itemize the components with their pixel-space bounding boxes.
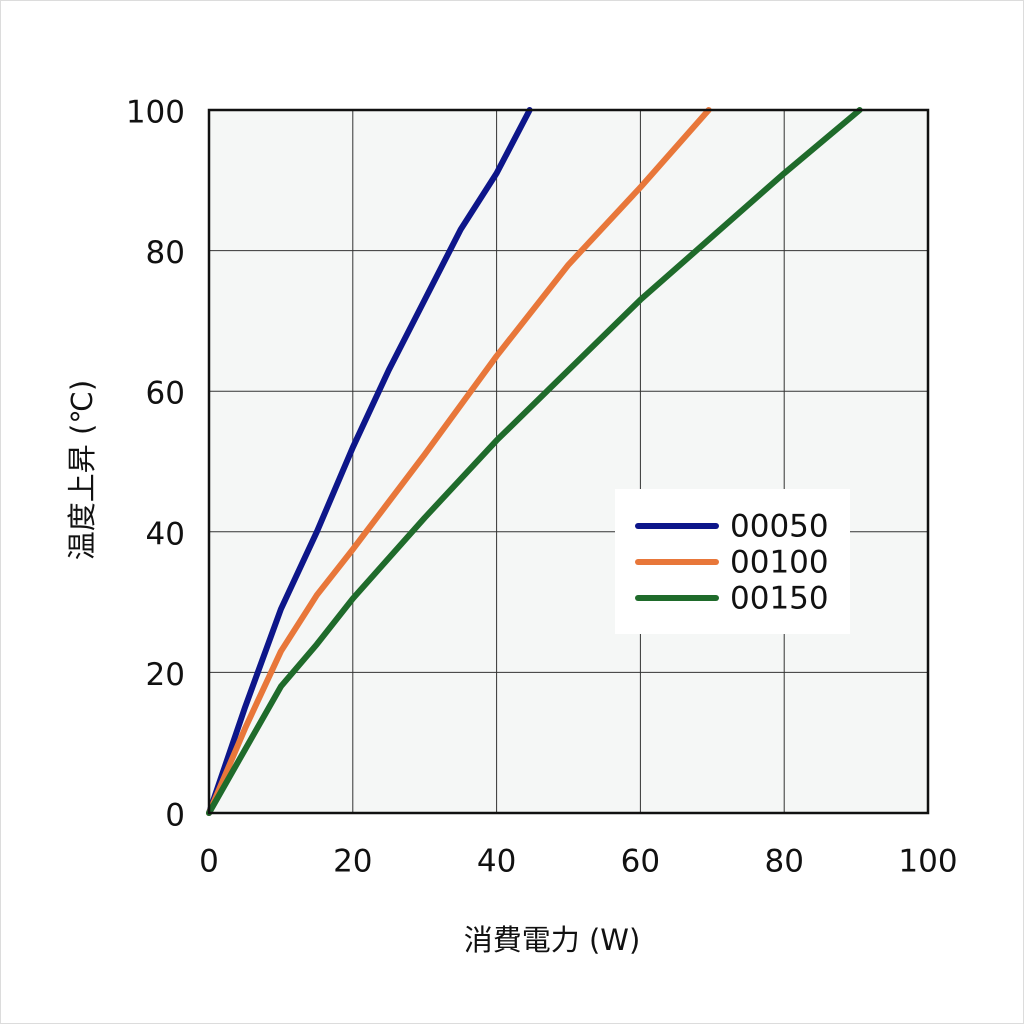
x-tick-label: 0	[199, 844, 219, 880]
x-tick-label: 20	[333, 844, 372, 880]
y-tick-label: 20	[146, 657, 185, 693]
x-tick-label: 40	[477, 844, 516, 880]
legend-label: 00150	[730, 581, 829, 617]
plot-frame	[207, 108, 930, 815]
series-line	[206, 107, 533, 816]
plot-background	[209, 110, 928, 813]
x-axis-title: 消費電力 (W)	[464, 923, 641, 957]
y-tick-label: 60	[146, 376, 185, 412]
series-line	[206, 107, 712, 816]
labels: 0 20 40 60 80 100 0 20 40 60 80 100	[126, 95, 958, 880]
x-tick-label: 80	[764, 844, 803, 880]
legend-label: 00050	[730, 509, 829, 545]
y-tick-label: 40	[146, 516, 185, 552]
y-tick-label: 100	[126, 95, 185, 131]
y-tick-label: 0	[165, 798, 185, 834]
y-tick-label: 80	[146, 235, 185, 271]
x-tick-label: 100	[898, 844, 957, 880]
x-tick-label: 60	[621, 844, 660, 880]
y-axis-title: 温度上昇 (℃)	[65, 380, 99, 560]
legend-label: 00100	[730, 545, 829, 581]
lines	[206, 107, 863, 816]
series-line	[206, 107, 863, 816]
